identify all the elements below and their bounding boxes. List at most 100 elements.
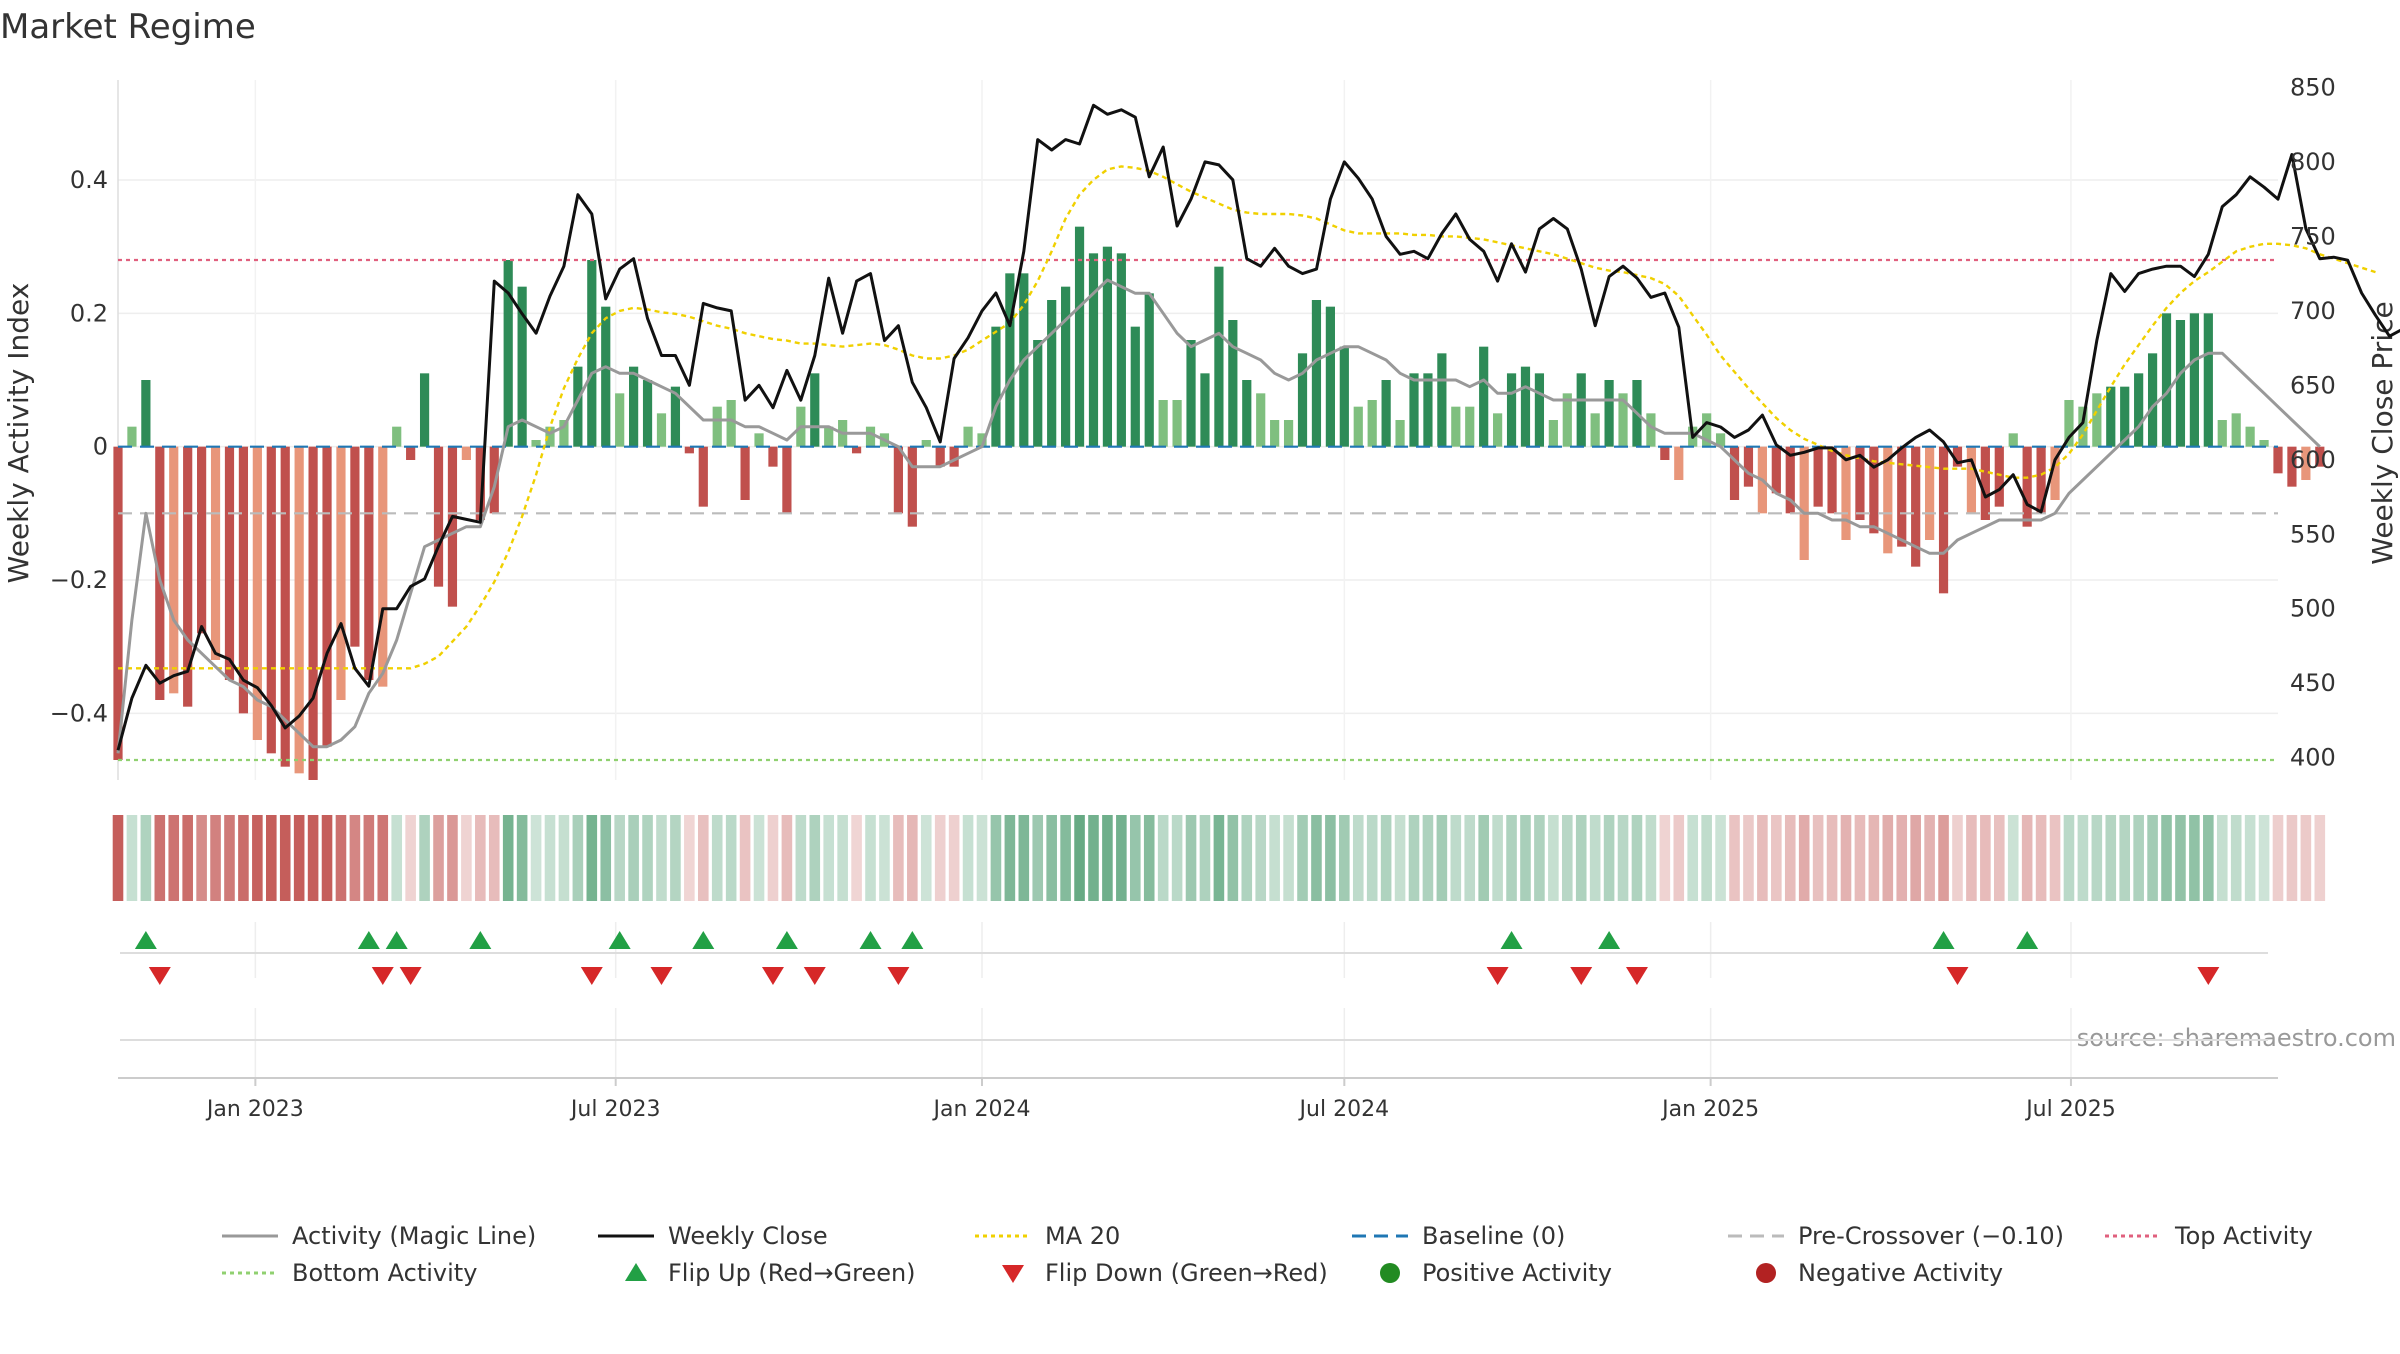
activity-bar bbox=[336, 446, 346, 700]
y-tick-label-left: 0.2 bbox=[70, 299, 108, 327]
legend-label: Baseline (0) bbox=[1422, 1222, 1565, 1250]
flip-up-marker bbox=[608, 931, 631, 949]
regime-cell bbox=[293, 815, 305, 901]
regime-cell bbox=[1227, 815, 1239, 901]
activity-bar bbox=[1228, 320, 1238, 447]
activity-bar bbox=[1827, 446, 1837, 514]
activity-bar bbox=[684, 446, 694, 454]
activity-bar bbox=[712, 406, 722, 447]
flip-up-marker bbox=[692, 931, 715, 949]
flip-up-marker bbox=[134, 931, 157, 949]
activity-bar bbox=[1743, 446, 1754, 487]
x-tick-label: Jul 2025 bbox=[2024, 1097, 2116, 1122]
regime-cell bbox=[1255, 815, 1267, 901]
legend-label: MA 20 bbox=[1045, 1222, 1120, 1250]
regime-cell bbox=[182, 815, 193, 901]
activity-bar bbox=[893, 446, 903, 514]
regime-cell bbox=[475, 815, 486, 901]
activity-bar bbox=[935, 446, 945, 467]
activity-bar bbox=[1311, 300, 1322, 447]
flip-markers bbox=[134, 931, 2220, 985]
regime-cell bbox=[1450, 815, 1462, 901]
regime-cell bbox=[1366, 815, 1378, 901]
flip-down-marker bbox=[371, 967, 394, 985]
activity-bar bbox=[1367, 400, 1377, 447]
regime-cell bbox=[656, 815, 667, 901]
regime-cell bbox=[1213, 815, 1225, 901]
regime-cell bbox=[2300, 815, 2312, 901]
regime-cell bbox=[1157, 815, 1169, 901]
magic-line bbox=[116, 278, 2321, 754]
activity-bar bbox=[1283, 420, 1294, 447]
activity-bar bbox=[1074, 226, 1085, 447]
regime-cell bbox=[1952, 815, 1963, 901]
x-tick-label: Jan 2023 bbox=[205, 1097, 304, 1122]
activity-bar bbox=[921, 440, 931, 447]
regime-cell bbox=[2272, 815, 2284, 901]
regime-cell bbox=[1729, 815, 1740, 901]
activity-bar bbox=[266, 446, 276, 754]
regime-cell bbox=[1297, 815, 1308, 901]
activity-bar bbox=[1423, 373, 1433, 447]
y-tick-label-right: 600 bbox=[2290, 446, 2336, 474]
y-tick-label-right: 750 bbox=[2290, 222, 2336, 250]
regime-cell bbox=[2216, 815, 2228, 901]
regime-cell bbox=[391, 815, 403, 901]
regime-cell bbox=[210, 815, 221, 901]
activity-bar bbox=[1088, 253, 1099, 447]
regime-cell bbox=[1924, 815, 1935, 901]
activity-bar bbox=[322, 446, 332, 747]
y-tick-label-right: 650 bbox=[2290, 371, 2336, 399]
activity-bar bbox=[433, 446, 444, 587]
activity-bar bbox=[1116, 253, 1126, 447]
regime-cell bbox=[2314, 815, 2326, 901]
activity-bar bbox=[1409, 373, 1419, 447]
regime-cell bbox=[1561, 815, 1573, 901]
activity-bar bbox=[2134, 373, 2144, 447]
regime-cell bbox=[934, 815, 946, 901]
activity-bar bbox=[1256, 393, 1266, 447]
activity-bar bbox=[1381, 380, 1391, 447]
activity-bar bbox=[169, 446, 179, 694]
activity-bar bbox=[447, 446, 458, 607]
y-tick-label-right: 550 bbox=[2290, 520, 2336, 548]
flip-up-marker bbox=[859, 931, 882, 949]
activity-bar bbox=[1214, 266, 1224, 447]
regime-cell bbox=[711, 815, 723, 901]
activity-bar bbox=[392, 426, 402, 447]
activity-bar bbox=[1548, 420, 1558, 447]
activity-bar bbox=[1841, 446, 1851, 540]
y-tick-label-right: 850 bbox=[2290, 73, 2336, 101]
regime-cell bbox=[154, 815, 166, 901]
flip-down-marker bbox=[887, 967, 910, 985]
regime-cell bbox=[2035, 815, 2047, 901]
regime-cell bbox=[907, 815, 918, 901]
regime-cell bbox=[252, 815, 263, 901]
regime-cell bbox=[920, 815, 932, 901]
flip-up-marker bbox=[1500, 931, 1523, 949]
regime-cell bbox=[572, 815, 584, 901]
flip-up-marker bbox=[775, 931, 798, 949]
activity-bar bbox=[1729, 446, 1740, 500]
regime-cell bbox=[112, 815, 124, 901]
activity-bar bbox=[1158, 400, 1168, 447]
activity-bar bbox=[350, 446, 360, 647]
regime-cell bbox=[488, 815, 500, 901]
regime-cell bbox=[1102, 815, 1113, 901]
regime-cell bbox=[2161, 815, 2172, 901]
regime-cell bbox=[781, 815, 793, 901]
activity-bar bbox=[2301, 446, 2311, 480]
regime-cell bbox=[684, 815, 695, 901]
activity-bar bbox=[1869, 446, 1879, 534]
regime-cell bbox=[1840, 815, 1852, 901]
activity-bar bbox=[2120, 386, 2130, 447]
activity-bars bbox=[113, 226, 2325, 780]
activity-bar bbox=[1102, 246, 1113, 447]
activity-bar bbox=[364, 446, 374, 680]
regime-cell bbox=[1966, 815, 1977, 901]
activity-bar bbox=[1883, 446, 1893, 554]
legend-label: Positive Activity bbox=[1422, 1259, 1612, 1287]
y-tick-label-right: 800 bbox=[2290, 148, 2336, 176]
activity-bar bbox=[1646, 413, 1656, 447]
activity-bar bbox=[1047, 300, 1057, 447]
